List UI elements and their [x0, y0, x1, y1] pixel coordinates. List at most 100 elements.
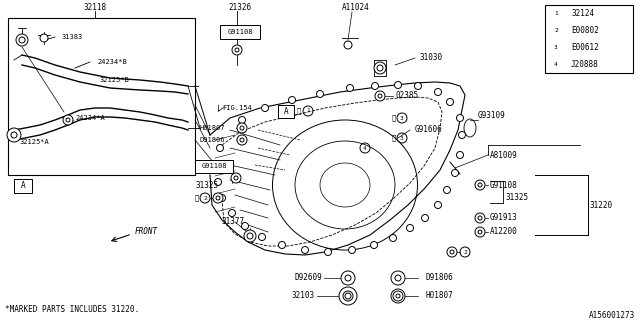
Circle shape — [16, 34, 28, 46]
Text: G91108: G91108 — [490, 180, 518, 189]
Text: 32118: 32118 — [83, 3, 107, 12]
Text: G91913: G91913 — [490, 213, 518, 222]
Circle shape — [456, 151, 463, 158]
Text: 3: 3 — [400, 116, 404, 121]
Circle shape — [378, 94, 382, 98]
Text: A156001273: A156001273 — [589, 310, 635, 319]
Circle shape — [343, 291, 353, 301]
Text: H01807: H01807 — [425, 292, 452, 300]
Circle shape — [345, 275, 351, 281]
Bar — [8, 18, 195, 175]
Text: 2: 2 — [463, 250, 467, 254]
Text: 3: 3 — [554, 45, 558, 50]
Text: 1: 1 — [554, 11, 558, 16]
Circle shape — [237, 135, 247, 145]
Circle shape — [371, 83, 378, 90]
Text: 24234*B: 24234*B — [97, 59, 127, 65]
Circle shape — [435, 89, 442, 95]
Text: D92609: D92609 — [294, 274, 322, 283]
Circle shape — [317, 91, 323, 98]
Bar — [220, 25, 260, 39]
Circle shape — [396, 294, 400, 298]
Text: G93109: G93109 — [478, 110, 506, 119]
Text: 32103: 32103 — [292, 292, 315, 300]
Text: A81009: A81009 — [490, 150, 518, 159]
Circle shape — [66, 118, 70, 122]
Text: 1: 1 — [306, 108, 310, 114]
Text: A11024: A11024 — [342, 3, 370, 12]
Text: 32124: 32124 — [571, 9, 594, 18]
Text: H01807: H01807 — [200, 125, 225, 131]
Circle shape — [216, 145, 223, 151]
Circle shape — [301, 246, 308, 253]
Circle shape — [393, 291, 403, 301]
Circle shape — [349, 246, 355, 253]
Text: 4: 4 — [554, 62, 558, 67]
Text: 3: 3 — [400, 135, 404, 140]
Circle shape — [346, 84, 353, 92]
Circle shape — [391, 289, 405, 303]
Text: A12200: A12200 — [490, 228, 518, 236]
Circle shape — [345, 293, 351, 299]
Circle shape — [375, 91, 385, 101]
Text: G91108: G91108 — [201, 163, 227, 169]
Text: E00802: E00802 — [571, 26, 599, 35]
Circle shape — [456, 115, 463, 122]
Circle shape — [377, 65, 383, 71]
Circle shape — [374, 62, 386, 74]
Text: *MARKED PARTS INCLUDES 31220.: *MARKED PARTS INCLUDES 31220. — [5, 306, 139, 315]
Circle shape — [244, 230, 256, 242]
Circle shape — [339, 287, 357, 305]
Circle shape — [241, 222, 248, 229]
Circle shape — [278, 242, 285, 249]
Circle shape — [450, 250, 454, 254]
Circle shape — [231, 173, 241, 183]
Circle shape — [444, 187, 451, 194]
Circle shape — [478, 216, 482, 220]
Circle shape — [406, 225, 413, 231]
Circle shape — [422, 214, 429, 221]
Circle shape — [40, 34, 48, 42]
Text: ※: ※ — [195, 195, 199, 201]
Circle shape — [214, 162, 221, 169]
Circle shape — [234, 176, 238, 180]
Circle shape — [237, 123, 247, 133]
Text: 31325: 31325 — [195, 180, 218, 189]
Circle shape — [447, 99, 454, 106]
Text: J20888: J20888 — [571, 60, 599, 69]
Circle shape — [415, 83, 422, 90]
Circle shape — [19, 37, 25, 43]
Circle shape — [478, 183, 482, 187]
Circle shape — [240, 126, 244, 130]
Circle shape — [7, 128, 21, 142]
Text: 2: 2 — [203, 196, 207, 201]
Text: D91806: D91806 — [425, 274, 452, 283]
Circle shape — [63, 115, 73, 125]
Text: FIG.154: FIG.154 — [222, 105, 252, 111]
Circle shape — [213, 193, 223, 203]
Text: 31383: 31383 — [62, 34, 83, 40]
Circle shape — [239, 116, 246, 124]
Circle shape — [341, 271, 355, 285]
Text: 4: 4 — [363, 146, 367, 150]
Circle shape — [394, 82, 401, 89]
Text: ※: ※ — [392, 115, 396, 121]
Text: G91606: G91606 — [415, 125, 443, 134]
Text: 2: 2 — [554, 28, 558, 33]
Circle shape — [232, 45, 242, 55]
Circle shape — [390, 235, 397, 242]
Text: 31220: 31220 — [590, 201, 613, 210]
Circle shape — [289, 97, 296, 103]
Bar — [14, 179, 32, 193]
Circle shape — [475, 213, 485, 223]
Text: ※: ※ — [297, 108, 301, 114]
Text: 24234*A: 24234*A — [75, 115, 105, 121]
Text: 32125*A: 32125*A — [20, 139, 50, 145]
Text: G91108: G91108 — [227, 29, 253, 35]
Text: 31377: 31377 — [222, 218, 245, 227]
Text: ※: ※ — [392, 135, 396, 141]
Circle shape — [247, 233, 253, 239]
Text: 21326: 21326 — [228, 3, 251, 12]
Text: 31325: 31325 — [505, 194, 528, 203]
Bar — [278, 105, 294, 118]
